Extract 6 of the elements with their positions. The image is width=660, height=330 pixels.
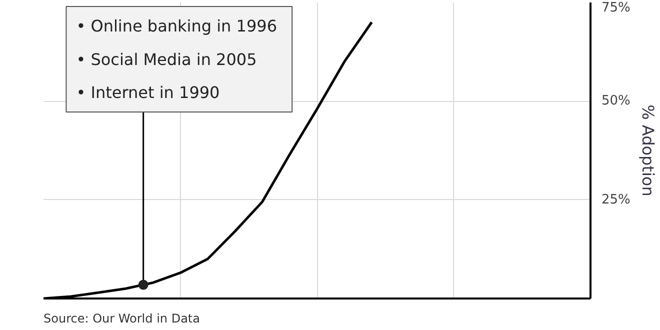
y-tick-label: 75%	[602, 0, 630, 16]
y-axis-title: % Adoption	[638, 104, 658, 196]
annotation: • Online banking in 1996 • Social Media in 2005 • Internet in 1990	[76, 16, 278, 102]
source-note: Source: Our World in Data	[44, 312, 200, 326]
y-tick-label: 50%	[602, 94, 630, 109]
y-tick-label: 25%	[602, 192, 630, 208]
